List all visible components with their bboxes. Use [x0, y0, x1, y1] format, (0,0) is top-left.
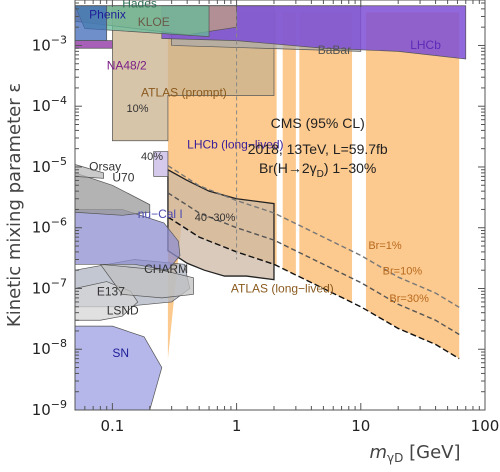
region-labels: 10% 40% 40~30% Br=1% Br=10% Br=30% PhenixHades…	[89, 0, 441, 360]
cms-band-1	[167, 12, 277, 359]
curve-label: 40%	[141, 151, 163, 163]
label-kloe: KLOE	[138, 15, 170, 29]
label-u70: U70	[112, 170, 134, 184]
region-orsay	[75, 164, 104, 179]
y-tick-label: 10−4	[32, 94, 67, 115]
region-lhcb-long-lived	[153, 151, 169, 177]
label-lhcb-long-lived: LHCb (long−lived)	[187, 138, 283, 152]
y-tick-label: 10−6	[32, 216, 67, 237]
cms-band-4	[365, 12, 460, 359]
label-lhcb: LHCb	[410, 38, 441, 52]
region-charm	[99, 263, 194, 299]
limit-curves	[167, 12, 460, 360]
region-sn	[75, 325, 163, 410]
y-tick-label: 10−5	[32, 155, 67, 176]
label-babar: BaBar	[318, 43, 351, 57]
label-hades: Hades	[122, 0, 157, 11]
x-tick-label: 0.1	[100, 417, 124, 435]
plot-frame	[74, 0, 486, 411]
y-axis-label: Kinetic mixing parameter ε	[4, 83, 25, 327]
label-e137: E137	[97, 285, 125, 299]
br10-curve	[167, 192, 460, 336]
cms-annotation-title: CMS (95% CL)	[271, 115, 365, 131]
y-tick-label: 10−7	[32, 276, 67, 297]
label-atlas-long-lived: ATLAS (long−lived)	[231, 281, 334, 295]
curve-label: Br=1%	[368, 240, 402, 252]
curve-label: Br=30%	[389, 293, 429, 305]
region-atlas-long-lived	[167, 168, 275, 281]
x-tick-label: 1	[232, 417, 242, 435]
x-tick-label: 10	[351, 417, 370, 435]
label-nu-cal-i: nu−Cal I	[138, 207, 183, 221]
label-lsnd: LSND	[107, 304, 139, 318]
br1-curve	[167, 165, 460, 308]
curve-label: 40~30%	[195, 212, 236, 224]
region-u70	[75, 172, 151, 216]
br30-curve	[167, 216, 460, 360]
region-phenix	[75, 5, 108, 41]
region-na48-2	[75, 40, 113, 49]
cms-annotation-line2: 2018, 13TeV, L=59.7fb	[248, 141, 388, 157]
cms-annotation-line3: Br(H→2γD) 1−30%	[259, 160, 376, 180]
label-phenix: Phenix	[89, 7, 126, 21]
x-tick-label: 100	[471, 417, 500, 435]
label-atlas-prompt: ATLAS (prompt)	[141, 85, 227, 99]
label-orsay: Orsay	[89, 159, 121, 173]
label-sn: SN	[112, 346, 129, 360]
label-charm: CHARM	[144, 262, 188, 276]
curve-label: Br=10%	[383, 265, 423, 277]
axes: 0.1 1 10 100 10−9 10−8 10−7 10−6 10−5 10−4 10−3 mγD…	[4, 0, 499, 465]
y-tick-label: 10−3	[32, 33, 67, 54]
y-tick-label: 10−9	[32, 398, 67, 419]
cms-band-2	[282, 12, 296, 276]
curve-label: 10%	[127, 103, 149, 115]
cms-band-3	[299, 12, 353, 303]
exclusion-regions	[75, 5, 467, 410]
x-axis-label: mγD [GeV]	[370, 442, 461, 465]
label-na48-2: NA48/2	[107, 59, 147, 73]
y-tick-label: 10−8	[32, 337, 67, 358]
